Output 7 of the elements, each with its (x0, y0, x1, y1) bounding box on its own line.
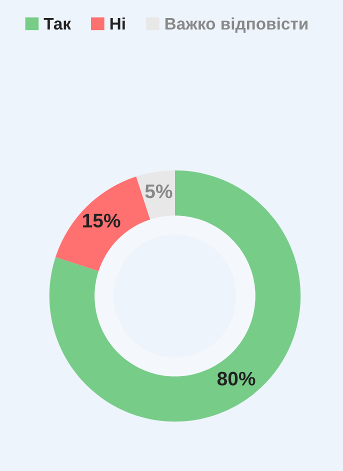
legend-label: Важко відповісти (165, 17, 308, 33)
legend-label: Так (44, 18, 72, 30)
data-label: 5% (145, 184, 172, 198)
data-label: 80% (217, 372, 256, 386)
legend-label: Ні (110, 17, 125, 30)
donut-slice (49, 170, 301, 422)
data-label: 15% (83, 214, 120, 228)
